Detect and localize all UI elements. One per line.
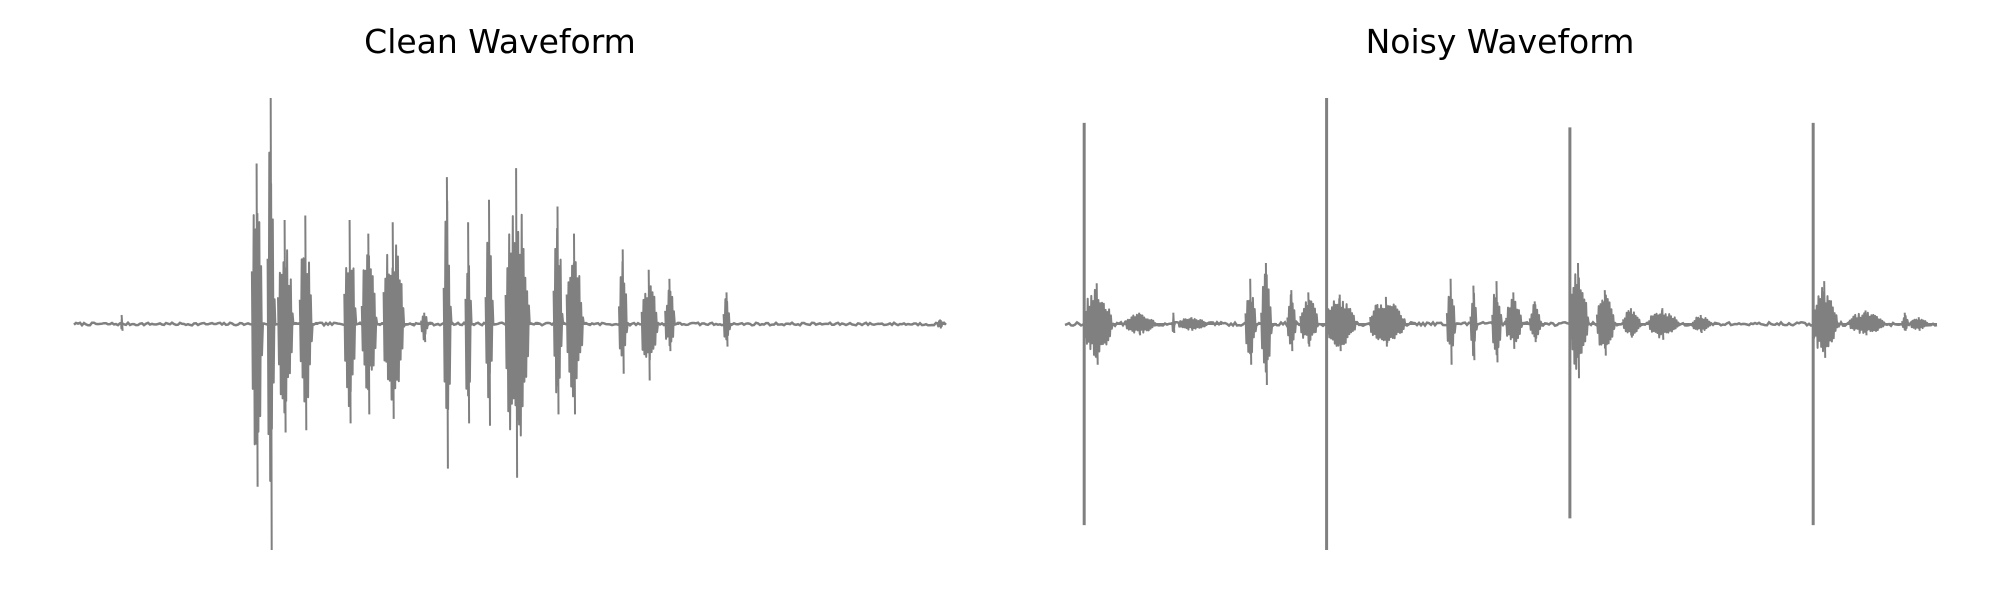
waveform-burst: [1491, 281, 1507, 363]
waveform-burst: [1286, 290, 1301, 352]
noisy-waveform-title: Noisy Waveform: [1365, 22, 1635, 61]
waveform-burst: [1691, 314, 1720, 334]
waveform-burst: [1244, 278, 1262, 365]
waveform-burst: [1469, 285, 1481, 361]
waveform-burst: [1369, 296, 1423, 347]
waveform-burst: [298, 215, 319, 431]
clean-waveform-title: Clean Waveform: [364, 22, 636, 61]
waveform-burst: [1528, 301, 1547, 343]
waveform-burst: [360, 233, 384, 415]
waveform-burst: [504, 168, 541, 478]
waveform-burst: [1171, 312, 1177, 334]
waveform-burst: [1083, 283, 1127, 365]
waveform-burst: [1812, 281, 1850, 358]
waveform-burst: [1622, 308, 1650, 338]
clean-waveform-plot: [73, 97, 947, 551]
waveform-burst: [1177, 317, 1223, 331]
clean-waveform-panel: Clean Waveform: [73, 22, 947, 551]
waveform-burst: [1505, 292, 1530, 349]
waveform-burst: [442, 177, 455, 469]
waveform-burst: [120, 314, 124, 331]
waveform-burst: [664, 278, 680, 352]
waveform-burst: [1325, 294, 1371, 352]
waveform-burst: [1445, 278, 1460, 365]
waveform-burst: [277, 219, 300, 433]
waveform-burst: [1648, 308, 1693, 340]
waveform-burst: [640, 269, 666, 381]
waveform-burst: [382, 222, 415, 419]
waveform-burst: [1901, 312, 1911, 331]
waveform-burst: [618, 249, 632, 374]
waveform-burst: [936, 319, 947, 329]
waveform-burst: [1909, 317, 1938, 331]
waveform-burst: [1299, 292, 1327, 347]
waveform-burst: [1568, 262, 1597, 379]
waveform-burst: [464, 222, 475, 424]
noisy-waveform-plot: [1064, 98, 1938, 550]
waveform-burst: [722, 292, 734, 347]
waveform-burst: [266, 97, 279, 551]
waveform-burst: [250, 163, 268, 487]
waveform-burst: [343, 219, 362, 424]
waveform-burst: [565, 233, 592, 415]
waveform-burst: [552, 206, 567, 415]
waveform-burst: [1260, 262, 1277, 386]
waveform-burst: [420, 312, 432, 343]
waveform-burst: [1125, 312, 1170, 336]
noisy-waveform-panel: Noisy Waveform: [1000, 0, 2000, 600]
waveform-burst: [1595, 290, 1624, 356]
waveform-burst: [484, 199, 497, 426]
waveform-burst: [1848, 310, 1903, 336]
